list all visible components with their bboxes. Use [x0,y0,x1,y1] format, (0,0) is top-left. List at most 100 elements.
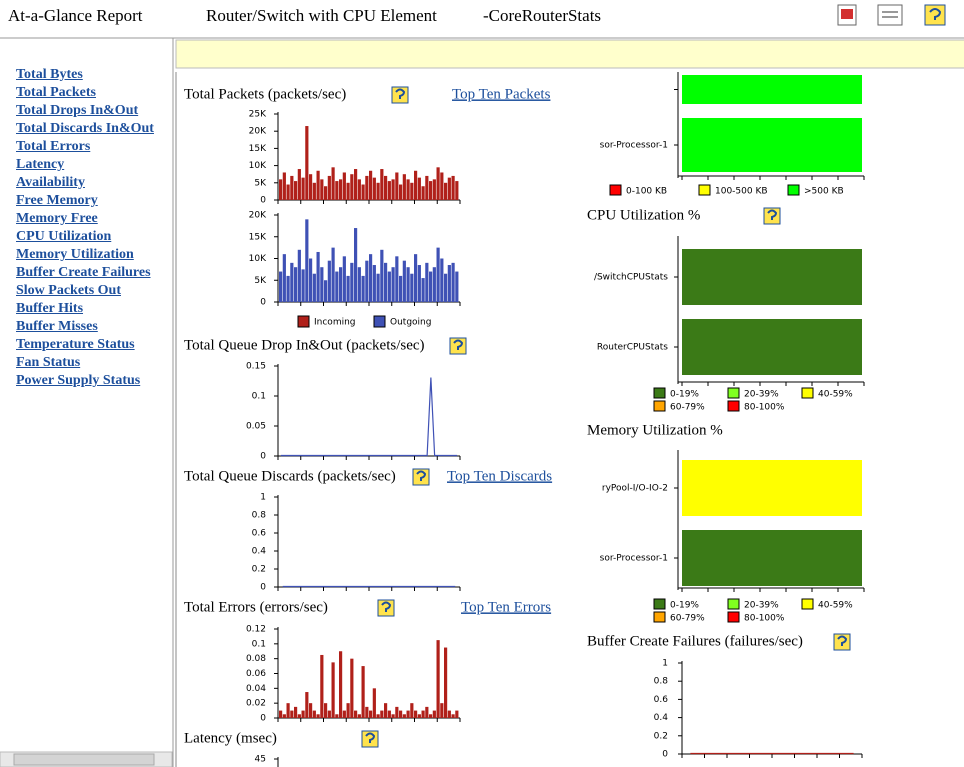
bar [440,172,444,200]
nav-link[interactable]: Fan Status [16,355,81,370]
y-tick-label: 0.12 [246,625,266,635]
bar [357,179,361,200]
bar [286,703,290,718]
bar [350,658,354,718]
bar [429,714,433,718]
bar [380,710,384,718]
y-tick-label: 5K [254,276,267,286]
nav-link[interactable]: Latency [16,157,65,172]
nav-link[interactable]: Free Memory [16,193,98,208]
report-title: At-a-Glance Report [8,6,143,25]
bar [312,273,316,302]
bar [357,714,361,718]
chart-title: Total Queue Discards (packets/sec) [184,468,396,484]
nav-link[interactable]: Memory Free [16,211,98,226]
top-ten-link[interactable]: Top Ten Packets [452,86,551,102]
legend-label: 40-59% [818,601,853,611]
top-ten-link[interactable]: Top Ten Errors [461,599,551,615]
bar [399,184,403,200]
bar [447,265,451,302]
bar [451,714,455,718]
legend-label: >500 KB [804,187,844,197]
bar [331,662,335,718]
legend-label: 60-79% [670,403,705,413]
chart-title: CPU Utilization % [587,207,700,223]
bar [316,170,320,200]
bar [451,175,455,200]
y-tick-label: 0.06 [246,669,266,679]
bar [391,179,395,200]
nav-link[interactable]: Slow Packets Out [16,283,121,298]
nav-link[interactable]: Total Bytes [16,67,83,82]
bar [402,260,406,302]
status-bar [682,118,862,172]
y-tick-label: 5K [254,178,267,188]
help-glyph[interactable] [416,470,427,482]
bar [455,181,459,200]
y-tick-label: 25K [249,110,267,120]
nav-link[interactable]: Availability [16,175,85,190]
bar [410,182,414,200]
chart-title: Memory Utilization % [587,422,723,438]
nav-link[interactable]: Total Errors [16,139,91,154]
bar [294,706,298,718]
legend-label: 80-100% [744,403,785,413]
bar [365,706,369,718]
bar [320,179,324,200]
chart-title: Total Queue Drop In&Out (packets/sec) [184,337,425,353]
nav-link[interactable]: CPU Utilization [16,229,112,244]
y-tick-label: 0.2 [654,731,668,741]
y-tick-label: 0.02 [246,699,266,709]
help-glyph[interactable] [381,601,392,613]
bar [406,179,410,200]
pdf-icon[interactable] [837,4,857,26]
y-tick-label: 20K [249,127,267,137]
bar [361,666,365,718]
bar [414,254,418,302]
nav-link[interactable]: Temperature Status [16,337,135,352]
nav-link[interactable]: Total Packets [16,85,96,100]
nav-link[interactable]: Memory Utilization [16,247,134,262]
legend-swatch [727,387,740,399]
bar [346,182,350,200]
bar [372,688,376,718]
help-glyph[interactable] [837,635,848,647]
nav-link[interactable]: Power Supply Status [16,373,141,388]
y-tick-label: 0 [662,750,668,760]
top-ten-link[interactable]: Top Ten Discards [447,468,552,484]
nav-link[interactable]: Buffer Hits [16,301,84,316]
bar [455,710,459,718]
bar [387,271,391,302]
help-glyph[interactable] [395,88,406,100]
bar [297,169,301,200]
scroll-thumb[interactable] [13,753,155,766]
nav-link[interactable]: Buffer Create Failures [16,265,151,280]
y-tick-label: 0.04 [246,684,266,694]
bar [402,174,406,200]
legend-swatch [787,184,800,196]
legend-swatch [727,400,740,412]
bar [376,714,380,718]
status-bar [682,75,862,104]
bar [290,262,294,302]
nav-link[interactable]: Total Discards In&Out [16,121,154,136]
status-bar [682,460,862,516]
bar [361,275,365,302]
nav-link[interactable]: Buffer Misses [16,319,98,334]
status-bar [682,530,862,586]
bar [324,186,328,200]
help-glyph[interactable] [453,339,464,351]
bar [342,172,346,200]
bar [342,710,346,718]
y-tick-label: 1 [260,493,266,503]
help-icon[interactable] [924,4,946,26]
help-glyph[interactable] [365,732,376,744]
bar [410,273,414,302]
nav-link[interactable]: Total Drops In&Out [16,103,139,118]
ascii-icon[interactable] [877,4,903,26]
bar [301,710,305,718]
help-glyph[interactable] [767,209,778,221]
bar [414,710,418,718]
status-bar [682,319,862,375]
chart-title: Latency (msec) [184,730,277,746]
